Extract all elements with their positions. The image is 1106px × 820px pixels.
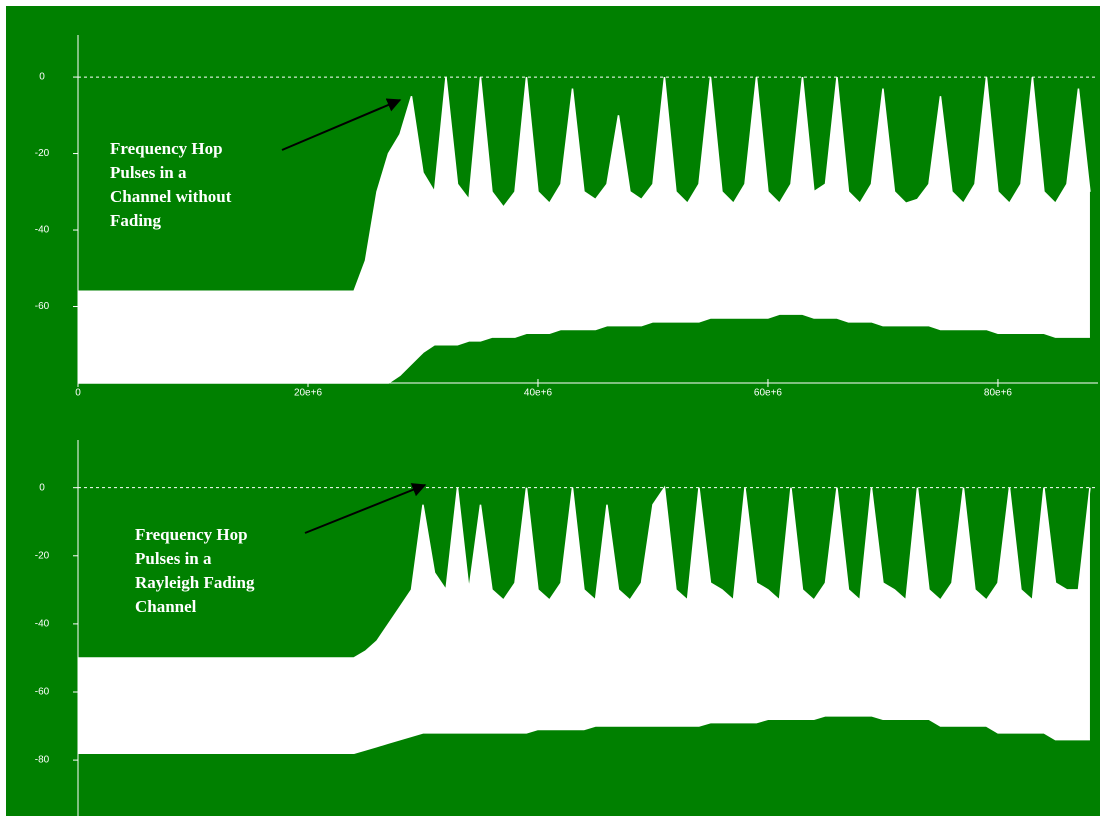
annotation-text: Frequency Hop	[110, 139, 223, 158]
annotation-text: Pulses in a	[110, 163, 187, 182]
bottom-panel: 0 -20 -40 -60 -80 Frequency Hop Pulses in a Ray…	[6, 410, 1100, 819]
annotation-text: Pulses in a	[135, 549, 212, 568]
annotation-text: Fading	[110, 211, 162, 230]
annotation-arrow	[281, 98, 402, 151]
envelope-line	[78, 485, 1091, 659]
y-tick-label: -40	[35, 225, 50, 236]
y-tick-label: 0	[39, 72, 45, 83]
x-tick-label: 20e+6	[294, 388, 323, 399]
x-tick-label: 0	[75, 388, 81, 399]
annotation-arrow	[304, 483, 427, 534]
x-tick-label: 80e+6	[984, 388, 1013, 399]
x-tick-label: 40e+6	[524, 388, 553, 399]
annotation-text: Frequency Hop	[135, 525, 248, 544]
annotation-text: Rayleigh Fading	[135, 573, 255, 592]
y-tick-label: -60	[35, 687, 50, 698]
y-tick-label: -20	[35, 550, 50, 561]
x-tick-label: 60e+6	[754, 388, 783, 399]
y-tick-label: 0	[39, 482, 45, 493]
annotation-text: Channel	[135, 597, 197, 616]
band-fill	[78, 487, 1090, 754]
y-tick-label: -40	[35, 619, 50, 630]
annotation-text: Channel without	[110, 187, 232, 206]
band-fill	[78, 77, 1090, 384]
envelope-line	[78, 76, 1091, 292]
y-tick-label: -20	[35, 148, 50, 159]
top-panel: 0 -20 -40 -60 0 20e+6 40e+6 60e+6 80e+6 Frequency…	[6, 6, 1100, 410]
y-tick-label: -80	[35, 755, 50, 766]
y-tick-label: -60	[35, 301, 50, 312]
envelope-line	[78, 715, 1090, 755]
